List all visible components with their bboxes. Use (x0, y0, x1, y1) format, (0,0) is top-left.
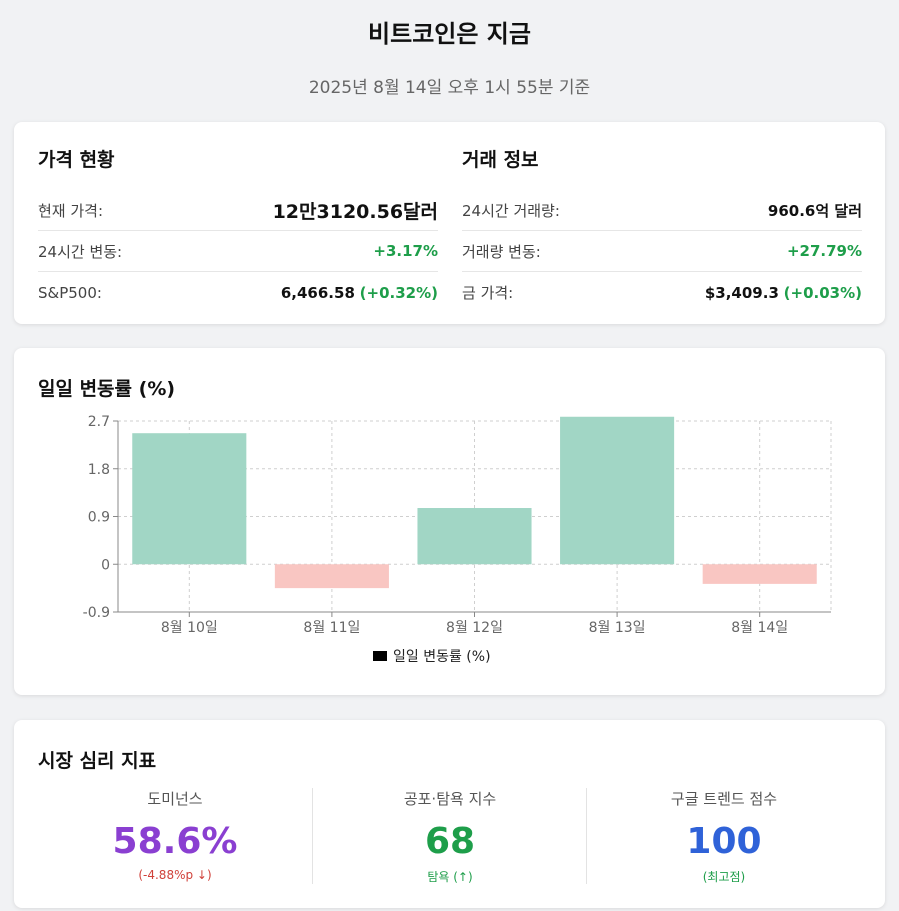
google-trends-status: (최고점) (702, 870, 746, 884)
dominance-change: (-4.88%p ↓) (138, 868, 212, 882)
fear-greed-value: 68 (424, 821, 476, 862)
bar-8월 10일 (132, 433, 247, 565)
market-sentiment-card: 시장 심리 지표 도미넌스 58.6% (-4.88%p ↓) 공포·탐욕 지수… (14, 720, 885, 908)
current-price-value: 12만3120.56달러 (272, 200, 438, 223)
price-card: 가격 현황 현재 가격: 12만3120.56달러 24시간 변동: +3.17… (14, 122, 885, 324)
bar-8월 14일 (702, 564, 817, 584)
daily-change-chart: 2.7 1.8 0.9 0 -0.9 8월 10일 8월 11일 8월 12일 8월 13일 8월… (83, 414, 832, 665)
sp500-value-group: 6,466.58 (+0.32%) (281, 284, 438, 302)
volume-change-label: 거래량 변동: (462, 242, 541, 261)
sp500-label: S&P500: (38, 283, 102, 302)
gold-price-value-group: $3,409.3 (+0.03%) (705, 284, 862, 302)
dominance-value: 58.6% (112, 821, 238, 862)
volume-24h-row: 24시간 거래량: 960.6억 달러 (462, 190, 862, 231)
y-tick-label: 2.7 (88, 414, 110, 430)
trade-info-title: 거래 정보 (462, 149, 539, 171)
change-24h-value: +3.17% (373, 242, 438, 260)
google-trends-label: 구글 트렌드 점수 (670, 790, 778, 808)
price-status-section: 가격 현황 현재 가격: 12만3120.56달러 24시간 변동: +3.17… (38, 148, 438, 313)
current-price-row: 현재 가격: 12만3120.56달러 (38, 190, 438, 231)
change-24h-label: 24시간 변동: (38, 242, 123, 261)
google-trends-value: 100 (686, 821, 762, 862)
volume-change-row: 거래량 변동: +27.79% (462, 231, 862, 272)
page-subtitle: 2025년 8월 14일 오후 1시 55분 기준 (308, 78, 591, 98)
y-tick-label: 1.8 (88, 462, 110, 478)
daily-change-chart-card: 2.7 1.8 0.9 0 -0.9 8월 10일 8월 11일 8월 12일 8월 13일 8월… (14, 348, 885, 695)
price-status-title: 가격 현황 (38, 149, 115, 171)
x-tick-label: 8월 11일 (303, 620, 360, 636)
bar-8월 11일 (274, 564, 389, 589)
gold-price-value: $3,409.3 (704, 283, 779, 302)
legend-swatch (373, 651, 387, 661)
current-price-label: 현재 가격: (38, 201, 104, 220)
bar-8월 12일 (417, 508, 532, 565)
sp500-row: S&P500: 6,466.58 (+0.32%) (38, 272, 438, 313)
bar-8월 13일 (560, 416, 675, 565)
y-tick-label: 0.9 (88, 510, 110, 526)
dominance-label: 도미넌스 (147, 790, 203, 808)
gold-price-label: 금 가격: (462, 284, 514, 302)
chart-title: 일일 변동률 (%) (38, 378, 176, 400)
gold-price-row: 금 가격: $3,409.3 (+0.03%) (462, 272, 862, 313)
page-title: 비트코인은 지금 (368, 20, 531, 48)
fear-greed-status: 탐욕 (↑) (427, 870, 473, 884)
divider (312, 788, 313, 884)
google-trends-indicator: 구글 트렌드 점수 100 (최고점) (587, 788, 861, 884)
divider (586, 788, 587, 884)
y-tick-label: 0 (101, 557, 110, 573)
dominance-indicator: 도미넌스 58.6% (-4.88%p ↓) (38, 788, 312, 884)
x-tick-label: 8월 14일 (731, 620, 788, 636)
x-tick-label: 8월 10일 (161, 620, 218, 636)
change-24h-row: 24시간 변동: +3.17% (38, 231, 438, 272)
volume-change-value: +27.79% (786, 242, 862, 260)
gold-price-change: (+0.03%) (783, 283, 862, 302)
legend-label: 일일 변동률 (%) (393, 649, 491, 665)
sentiment-title: 시장 심리 지표 (38, 750, 157, 772)
sp500-change: (+0.32%) (359, 283, 438, 302)
sp500-value: 6,466.58 (280, 283, 355, 302)
fear-greed-indicator: 공포·탐욕 지수 68 탐욕 (↑) (313, 788, 587, 884)
volume-24h-value: 960.6억 달러 (767, 201, 862, 220)
trade-info-section: 거래 정보 24시간 거래량: 960.6억 달러 거래량 변동: +27.79… (462, 148, 862, 313)
fear-greed-label: 공포·탐욕 지수 (403, 790, 497, 808)
y-tick-label: -0.9 (83, 605, 110, 621)
x-tick-label: 8월 12일 (446, 620, 503, 636)
x-tick-label: 8월 13일 (589, 620, 646, 636)
volume-24h-label: 24시간 거래량: (462, 201, 560, 220)
